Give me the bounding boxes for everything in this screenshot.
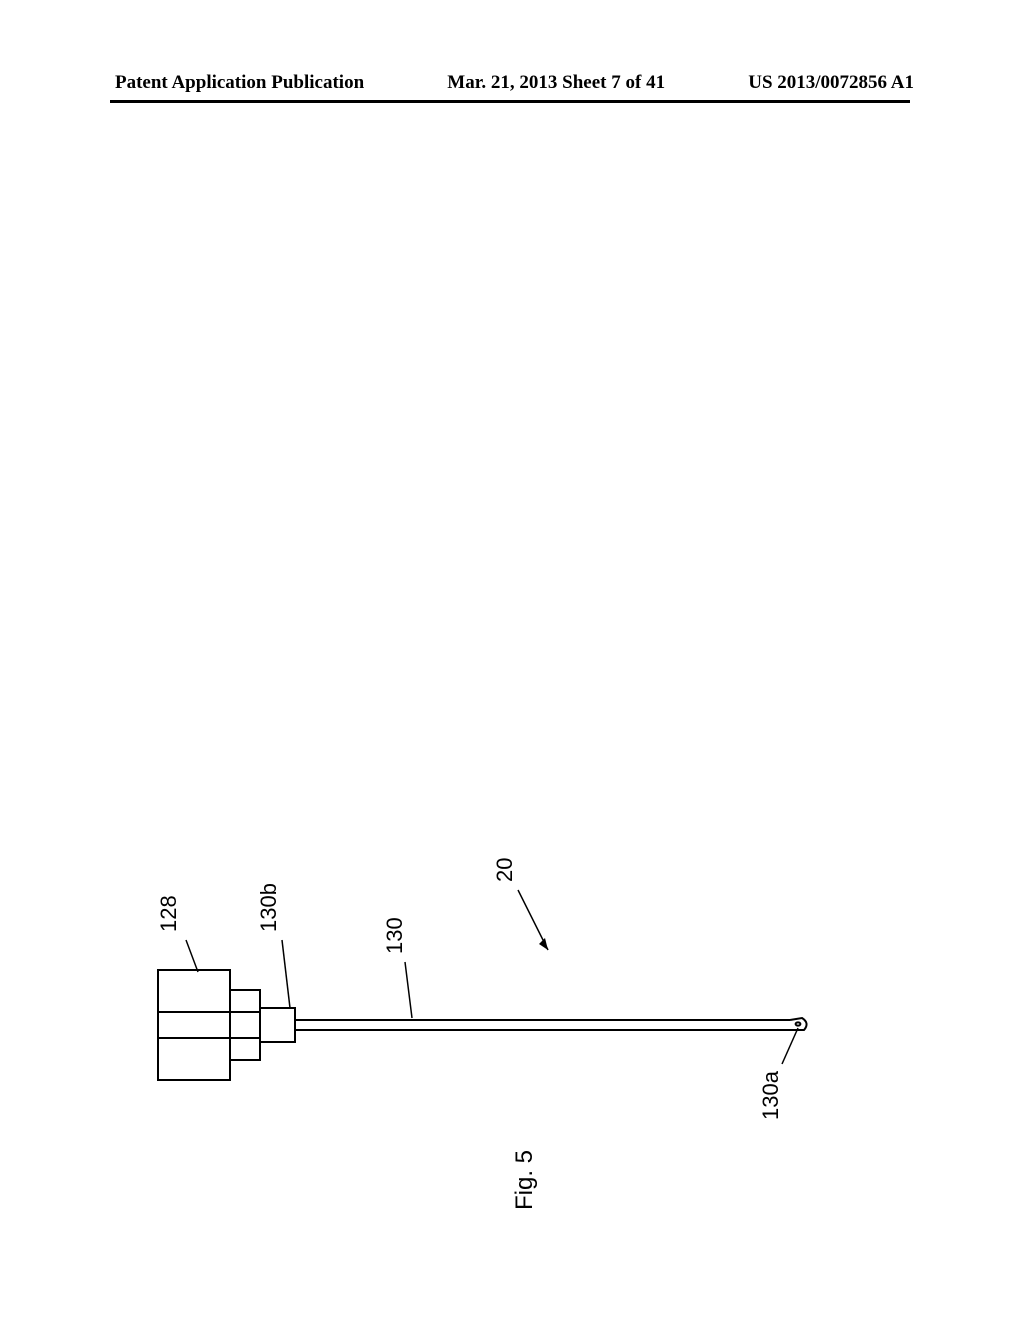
label-20: 20 [492,858,517,882]
hub-128 [158,970,295,1080]
header-left: Patent Application Publication [115,72,364,94]
label-128: 128 [156,895,181,932]
page-header: Patent Application Publication Mar. 21, … [0,72,1024,94]
figure-svg: 128 130b 130 20 130a Fig. 5 [90,150,910,1270]
header-right: US 2013/0072856 A1 [748,72,914,94]
label-130a: 130a [758,1070,783,1120]
patent-figure: 128 130b 130 20 130a Fig. 5 [90,150,910,1270]
label-130b: 130b [256,883,281,932]
header-center: Mar. 21, 2013 Sheet 7 of 41 [447,72,665,94]
cannula-130 [295,1018,807,1030]
label-130: 130 [382,917,407,954]
reference-labels: 128 130b 130 20 130a [156,858,783,1120]
figure-caption: Fig. 5 [511,1150,538,1210]
header-rule [110,100,910,103]
